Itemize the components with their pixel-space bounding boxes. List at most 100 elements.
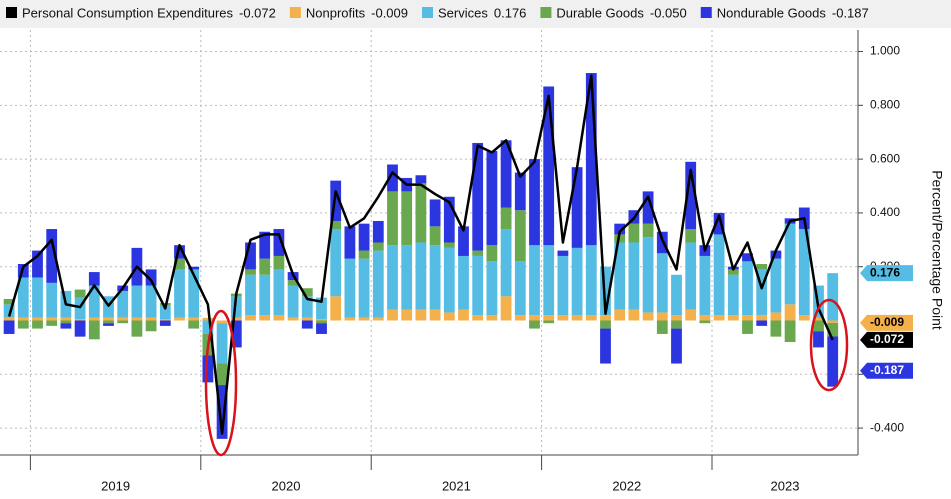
value-tag	[860, 265, 913, 282]
value-tag-label: 0.176	[870, 265, 900, 279]
bar	[301, 320, 313, 329]
bar	[145, 320, 157, 332]
y-tick-label: 0.400	[870, 205, 900, 219]
bar	[344, 258, 356, 318]
bar	[88, 285, 100, 318]
bar	[756, 269, 768, 316]
bar	[770, 250, 782, 259]
bar	[358, 258, 370, 318]
bar	[230, 320, 242, 348]
bar	[32, 317, 43, 321]
bar	[88, 272, 100, 286]
bar	[117, 317, 129, 321]
bar	[642, 237, 654, 313]
legend-swatch	[422, 7, 434, 18]
bar	[372, 317, 384, 321]
bar	[642, 191, 654, 224]
bar	[813, 317, 824, 321]
x-tick-label: 2019	[101, 478, 130, 493]
y-tick-label: 0.600	[870, 151, 900, 165]
bar	[330, 296, 342, 321]
bar	[458, 309, 469, 321]
bar	[287, 317, 299, 321]
bar	[514, 172, 526, 211]
bar	[713, 315, 725, 321]
bar	[514, 315, 526, 321]
y-tick-label: 0.800	[870, 97, 900, 111]
legend-swatch	[289, 7, 301, 18]
bar	[17, 317, 29, 321]
bar	[46, 320, 58, 326]
legend-label: Durable Goods	[556, 5, 644, 20]
bar	[614, 223, 626, 235]
legend-swatch	[700, 7, 712, 18]
bar	[600, 315, 611, 321]
bar	[330, 229, 342, 297]
bar	[202, 355, 214, 383]
value-tag-label: -0.187	[870, 363, 904, 377]
bar	[60, 317, 72, 321]
highlight-ellipse	[809, 298, 849, 392]
bar	[131, 285, 143, 318]
bar	[514, 210, 526, 262]
legend-value: -0.009	[371, 5, 408, 20]
bar	[628, 242, 640, 310]
bar	[3, 320, 15, 334]
bar	[3, 298, 15, 305]
bar	[74, 319, 86, 321]
bar	[784, 223, 796, 305]
x-tick-label: 2023	[771, 478, 800, 493]
x-tick-label: 2022	[612, 478, 641, 493]
legend-value: -0.050	[650, 5, 687, 20]
bar	[685, 309, 697, 321]
bar	[330, 220, 342, 230]
bar	[372, 242, 384, 251]
bar	[159, 320, 171, 326]
bar	[458, 226, 469, 256]
bar	[827, 322, 839, 337]
bar	[557, 315, 569, 321]
bar	[472, 142, 484, 251]
bar	[174, 258, 185, 270]
bar	[500, 207, 512, 230]
bar	[174, 245, 185, 259]
legend-swatch	[540, 7, 552, 18]
bar	[614, 242, 626, 310]
legend-value: 0.176	[494, 5, 527, 20]
value-tag	[860, 314, 913, 331]
bar	[458, 255, 469, 310]
bar	[358, 250, 370, 259]
bar	[259, 258, 271, 275]
bar	[103, 296, 114, 318]
bar	[401, 245, 413, 310]
bar	[74, 320, 86, 337]
legend-label: Personal Consumption Expenditures	[22, 5, 234, 20]
bar	[429, 309, 441, 321]
bar	[74, 289, 86, 298]
bar	[429, 199, 441, 227]
bar	[387, 309, 398, 321]
bar	[628, 223, 640, 243]
bar	[202, 317, 214, 321]
bar	[202, 320, 214, 334]
bar	[188, 320, 200, 329]
bar	[486, 245, 498, 262]
bar	[259, 274, 271, 316]
bar	[145, 285, 157, 318]
bar	[656, 320, 668, 334]
bar	[486, 261, 498, 316]
y-tick-label: -0.400	[870, 420, 904, 434]
bar	[316, 319, 327, 321]
bar	[344, 226, 356, 259]
bar	[472, 255, 484, 316]
y-axis-label: Percent/Percentage Point	[929, 170, 945, 330]
bar	[287, 285, 299, 318]
legend-background	[0, 0, 951, 28]
bar	[358, 223, 370, 251]
bar	[798, 229, 810, 316]
bar	[486, 151, 498, 246]
bar	[3, 317, 15, 321]
bar	[174, 317, 185, 321]
bar	[245, 242, 256, 270]
